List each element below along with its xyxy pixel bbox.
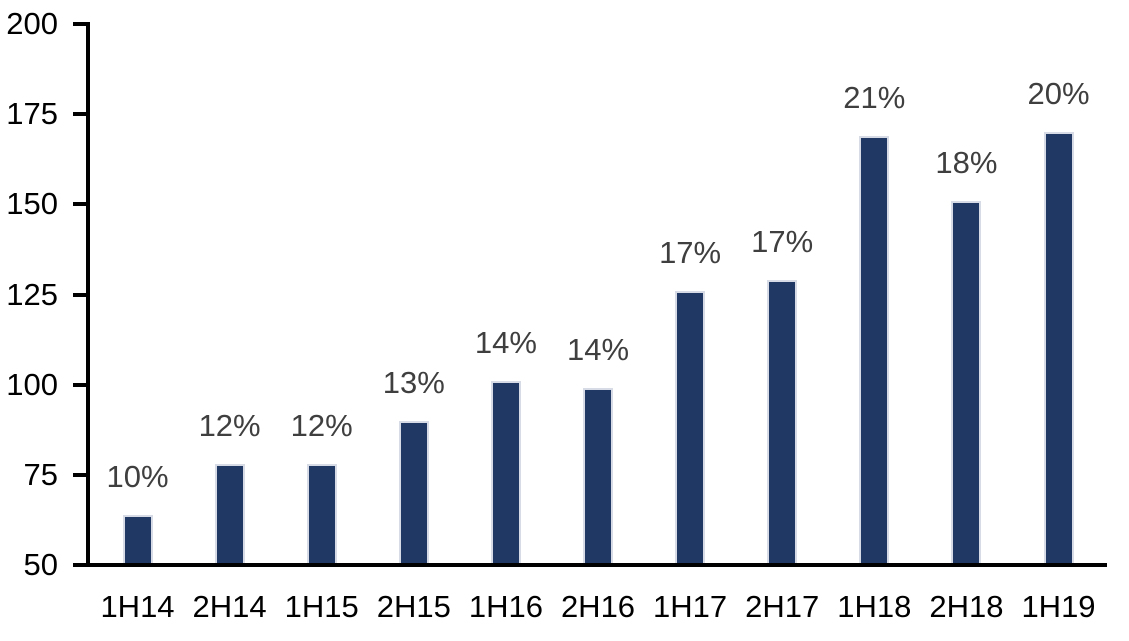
bar-value-label: 14% [566,332,630,368]
y-axis-tick [73,382,88,387]
y-axis-tick [73,112,88,117]
x-axis-category-label: 2H18 [929,589,1004,624]
bar-2h14 [214,464,245,565]
x-axis-category-label: 2H15 [376,589,451,624]
y-axis-tick [73,563,88,567]
x-axis-category-label: 1H19 [1021,589,1096,624]
bar-1h16 [490,381,521,565]
x-axis-category-label: 2H16 [560,589,636,624]
y-axis-tick-label: 125 [6,276,58,312]
y-axis-tick-label: 50 [23,547,58,582]
x-axis-line [86,563,1107,567]
bar-1h14 [122,514,153,565]
bar-1h17 [675,290,706,565]
y-axis-tick-label: 200 [6,6,58,41]
bar-value-label: 14% [474,325,537,361]
x-axis-category-label: 1H16 [468,589,543,624]
bar-value-label: 17% [659,234,722,270]
bar-2h18 [951,200,982,565]
bar-1h15 [306,464,337,565]
bar-value-label: 17% [751,224,814,260]
x-axis-category-label: 2H14 [192,589,267,624]
bar-value-label: 20% [1027,76,1090,112]
x-axis-category-label: 1H18 [837,589,912,624]
bar-2h16 [583,388,613,565]
y-axis-tick-label: 100 [6,366,58,402]
bar-value-label: 12% [290,408,353,443]
y-axis-tick-label: 75 [23,456,58,492]
bar-2h17 [767,280,798,565]
x-axis-category-label: 1H17 [653,589,728,624]
bar-2h15 [398,420,429,565]
y-axis-line [86,22,90,567]
bar-1h18 [859,135,890,565]
bar-value-label: 21% [843,79,906,115]
y-axis-tick [73,202,88,207]
y-axis-tick-label: 175 [6,96,58,132]
y-axis-tick [73,472,88,477]
bar-value-label: 18% [935,144,998,180]
bar-1h19 [1043,132,1074,565]
bar-value-label: 12% [198,408,261,443]
bar-value-label: 10% [106,458,169,494]
y-axis-tick [73,292,88,297]
y-axis-tick-label: 150 [6,186,58,222]
x-axis-category-label: 1H14 [100,589,175,624]
x-axis-category-label: 2H17 [745,589,820,624]
y-axis-tick [73,22,88,26]
bar-value-label: 13% [382,364,445,400]
x-axis-category-label: 1H15 [284,589,359,624]
